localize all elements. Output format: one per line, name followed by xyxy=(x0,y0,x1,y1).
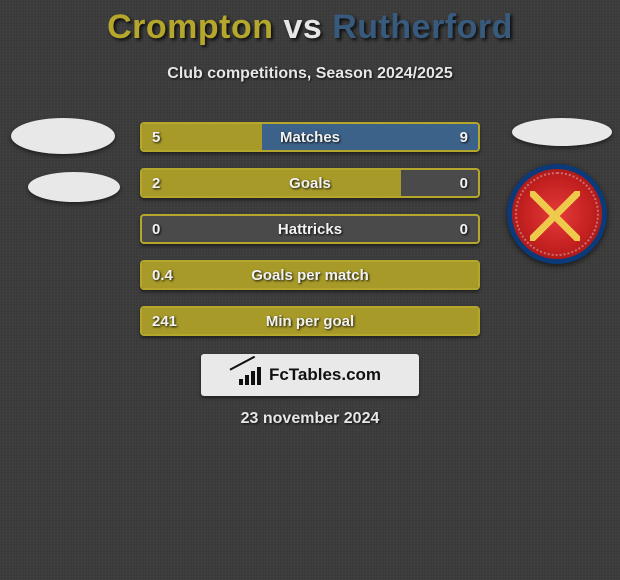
page-title: Crompton vs Rutherford xyxy=(0,0,620,47)
team1-name: Crompton xyxy=(107,8,273,46)
subtitle: Club competitions, Season 2024/2025 xyxy=(0,65,620,83)
stat-row: 20Goals xyxy=(140,168,480,198)
stats-rows: 59Matches 20Goals 00Hattricks 0.4Goals per … xyxy=(140,122,480,352)
team2-name: Rutherford xyxy=(332,8,513,46)
team1-logo-icon xyxy=(11,118,115,154)
stat-row: 59Matches xyxy=(140,122,480,152)
team2-badge-icon xyxy=(507,164,607,264)
stat-label: Goals xyxy=(142,170,478,196)
team1-logos xyxy=(8,118,118,220)
bar-chart-icon xyxy=(239,365,263,385)
stat-label: Hattricks xyxy=(142,216,478,242)
vs-text: vs xyxy=(283,8,322,46)
stat-label: Matches xyxy=(142,124,478,150)
stat-row: 241Min per goal xyxy=(140,306,480,336)
branding-link[interactable]: FcTables.com xyxy=(201,354,419,396)
branding-text: FcTables.com xyxy=(269,365,381,385)
stat-label: Goals per match xyxy=(142,262,478,288)
team2-logo-icon xyxy=(512,118,612,146)
stat-row: 0.4Goals per match xyxy=(140,260,480,290)
team2-logos xyxy=(502,118,612,264)
stat-label: Min per goal xyxy=(142,308,478,334)
stat-row: 00Hattricks xyxy=(140,214,480,244)
date-text: 23 november 2024 xyxy=(0,410,620,428)
team1-logo-icon xyxy=(28,172,120,202)
